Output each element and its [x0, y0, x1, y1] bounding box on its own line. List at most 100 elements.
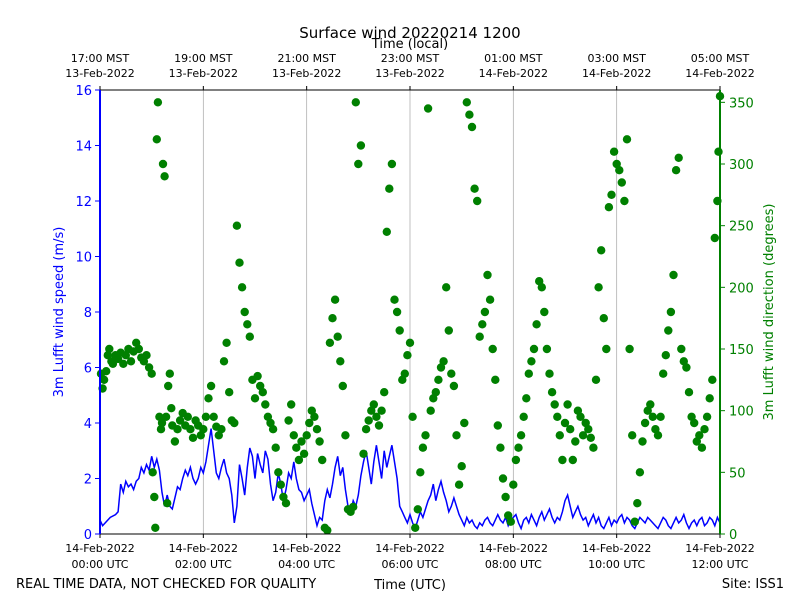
wind-direction-point — [418, 443, 428, 452]
wind-direction-point — [156, 425, 166, 434]
wind-direction-point — [217, 425, 226, 434]
wind-direction-point — [359, 449, 368, 458]
wind-direction-point — [276, 480, 285, 489]
wind-direction-point — [289, 431, 298, 440]
wind-direction-point — [372, 412, 381, 421]
wind-direction-point — [382, 227, 391, 236]
wind-direction-point — [235, 258, 244, 267]
wind-direction-point — [498, 474, 508, 483]
site-label: Site: ISS1 — [722, 577, 784, 592]
wind-direction-point — [597, 246, 606, 255]
wind-direction-point — [318, 455, 327, 465]
wind-direction-point — [201, 412, 211, 421]
top-tick-time: 23:00 MST — [381, 52, 440, 65]
wind-direction-point — [454, 480, 464, 489]
wind-direction-point — [442, 283, 451, 292]
left-tick-label: 0 — [84, 528, 92, 543]
top-tick-time: 17:00 MST — [71, 52, 130, 65]
wind-direction-point — [620, 196, 629, 206]
top-axis-label: Time (local) — [371, 37, 448, 52]
wind-direction-point — [102, 367, 111, 376]
wind-direction-point — [377, 406, 386, 415]
wind-direction-point — [496, 443, 505, 452]
top-tick-time: 01:00 MST — [484, 52, 543, 65]
wind-direction-point — [299, 449, 309, 458]
wind-direction-point — [325, 338, 335, 347]
wind-direction-point — [99, 375, 109, 384]
wind-direction-point — [628, 431, 637, 440]
top-tick-date: 13-Feb-2022 — [169, 67, 238, 80]
wind-direction-point — [349, 502, 358, 512]
top-tick-time: 03:00 MST — [587, 52, 646, 65]
top-tick-date: 13-Feb-2022 — [272, 67, 341, 80]
wind-direction-point — [501, 492, 510, 502]
wind-direction-point — [537, 283, 546, 292]
top-tick-time: 19:00 MST — [174, 52, 233, 65]
wind-direction-point — [547, 388, 557, 397]
wind-direction-point — [134, 344, 143, 354]
bottom-tick-time: 08:00 UTC — [485, 558, 542, 571]
wind-direction-point — [485, 295, 495, 304]
wind-direction-point — [661, 351, 670, 360]
wind-direction-point — [243, 320, 252, 329]
wind-direction-point — [268, 425, 278, 434]
wind-direction-point — [147, 369, 156, 378]
wind-direction-point — [710, 233, 719, 243]
wind-direction-point — [659, 369, 668, 378]
wind-direction-point — [385, 184, 394, 193]
wind-direction-point — [356, 141, 366, 150]
wind-direction-point — [444, 326, 453, 335]
wind-direction-point — [622, 135, 632, 144]
wind-direction-point — [457, 462, 466, 471]
wind-direction-point — [163, 499, 172, 508]
wind-direction-point — [253, 371, 262, 381]
wind-direction-point — [271, 443, 280, 452]
wind-direction-point — [312, 425, 322, 434]
wind-direction-point — [506, 517, 515, 526]
wind-direction-point — [586, 433, 595, 442]
wind-speed-line — [99, 428, 721, 531]
wind-direction-point — [219, 357, 229, 366]
wind-direction-point — [158, 159, 168, 169]
wind-direction-point — [230, 418, 239, 428]
bottom-tick-time: 10:00 UTC — [588, 558, 645, 571]
wind-direction-point — [261, 400, 270, 409]
wind-direction-point — [671, 166, 681, 175]
wind-direction-point — [640, 418, 650, 428]
top-tick-date: 13-Feb-2022 — [65, 67, 134, 80]
wind-direction-point — [405, 338, 415, 347]
wind-direction-point — [695, 431, 704, 440]
wind-direction-point — [157, 418, 167, 428]
bottom-tick-time: 12:00 UTC — [691, 558, 748, 571]
wind-direction-point — [175, 416, 185, 425]
wind-direction-point — [633, 499, 642, 508]
wind-direction-point — [126, 357, 136, 366]
bottom-tick-date: 14-Feb-2022 — [169, 542, 238, 555]
wind-direction-point — [206, 381, 216, 391]
wind-direction-point — [532, 320, 541, 329]
wind-direction-point — [653, 431, 663, 440]
top-tick-date: 14-Feb-2022 — [479, 67, 548, 80]
wind-direction-point — [222, 338, 231, 347]
wind-direction-point — [656, 412, 665, 421]
wind-direction-point — [142, 351, 151, 360]
wind-direction-point — [511, 455, 521, 465]
wind-direction-point — [237, 283, 247, 292]
wind-direction-point — [566, 425, 575, 434]
wind-direction-point — [514, 443, 523, 452]
wind-direction-point — [336, 357, 345, 366]
wind-direction-point — [604, 203, 614, 212]
wind-direction-point — [478, 320, 487, 329]
wind-direction-point — [708, 375, 717, 384]
wind-direction-point — [302, 431, 311, 440]
quality-disclaimer: REAL TIME DATA, NOT CHECKED FOR QUALITY — [16, 577, 316, 592]
right-tick-label: 300 — [729, 158, 754, 173]
right-tick-label: 350 — [729, 96, 754, 111]
left-tick-label: 8 — [84, 306, 92, 321]
wind-direction-point — [160, 172, 169, 181]
bottom-tick-time: 00:00 UTC — [71, 558, 128, 571]
wind-direction-point — [245, 332, 254, 341]
right-tick-label: 250 — [729, 220, 754, 235]
wind-direction-point — [648, 412, 657, 421]
wind-direction-point — [519, 412, 528, 421]
